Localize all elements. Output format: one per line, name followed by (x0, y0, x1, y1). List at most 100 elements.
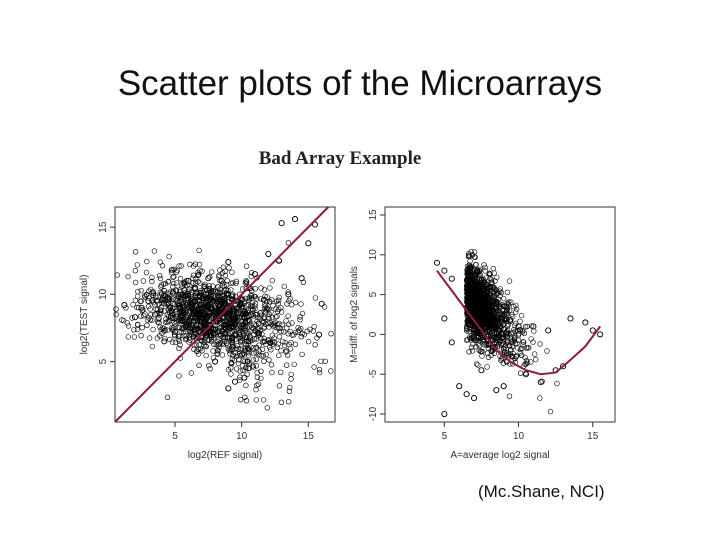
data-point (165, 290, 172, 296)
data-point (217, 267, 223, 273)
data-point (524, 323, 530, 330)
data-point (161, 338, 168, 345)
data-point (219, 352, 226, 358)
data-point (269, 314, 276, 321)
data-point (239, 296, 245, 302)
data-point (165, 306, 171, 313)
data-point (456, 383, 463, 390)
data-point (484, 287, 490, 294)
data-point (175, 333, 182, 340)
data-point (215, 302, 221, 308)
data-point (466, 328, 472, 335)
data-point (196, 261, 203, 268)
data-point (318, 300, 325, 307)
data-point (201, 311, 208, 317)
data-point (178, 315, 184, 321)
data-point (140, 312, 147, 319)
data-point (249, 300, 255, 306)
data-point (144, 258, 150, 265)
point-cloud (463, 248, 560, 415)
data-point (269, 277, 276, 284)
data-point (470, 395, 478, 402)
data-point (157, 259, 164, 265)
data-point (178, 263, 184, 269)
data-point (157, 324, 163, 330)
data-point (224, 290, 230, 297)
data-point (258, 335, 264, 341)
data-point (482, 264, 488, 271)
data-point (296, 327, 303, 333)
data-point (132, 297, 139, 304)
data-point (285, 321, 292, 328)
data-point (470, 266, 476, 273)
data-point (135, 304, 142, 311)
data-point (298, 301, 304, 307)
x-tick-label: 15 (303, 431, 315, 442)
data-point (222, 322, 229, 329)
data-point (321, 304, 328, 310)
data-point (266, 324, 272, 330)
data-point (489, 348, 496, 354)
data-point (261, 305, 268, 311)
data-point (132, 279, 139, 286)
data-point (211, 332, 217, 338)
data-point (276, 383, 283, 389)
data-point (530, 339, 536, 345)
data-point (247, 333, 253, 340)
data-point (464, 271, 470, 277)
y-axis-label: log2(TEST signal) (79, 275, 90, 355)
data-point (167, 296, 173, 302)
data-point (190, 307, 196, 314)
data-point (196, 247, 202, 254)
data-point (241, 352, 247, 358)
data-point (496, 311, 502, 317)
data-point (226, 347, 232, 354)
data-point (198, 324, 205, 331)
data-point (465, 317, 471, 324)
data-point (237, 374, 243, 380)
data-point (225, 322, 231, 328)
data-point (162, 335, 168, 342)
data-point (499, 315, 505, 322)
data-point (149, 278, 155, 285)
data-point (172, 339, 179, 346)
data-point (474, 306, 481, 313)
data-point (476, 272, 482, 279)
data-point (528, 359, 534, 365)
data-point (193, 342, 200, 348)
data-point (176, 333, 183, 340)
data-point (500, 307, 507, 314)
data-point (180, 329, 187, 336)
data-point (183, 335, 190, 342)
scatter-plot-ref-vs-test: 5 10 15 5 10 15 log2(REF signal) log2(TEST sign… (79, 206, 336, 461)
data-point (230, 352, 236, 359)
data-point (260, 397, 267, 403)
data-point (130, 301, 136, 308)
data-point (266, 311, 273, 318)
data-point (490, 284, 496, 290)
data-point (307, 326, 313, 333)
data-point (189, 313, 196, 319)
data-point (131, 327, 137, 333)
data-point (511, 303, 517, 310)
data-point (208, 292, 214, 298)
data-point (474, 330, 481, 336)
data-point (229, 340, 236, 347)
data-point (261, 318, 267, 325)
data-point (245, 365, 252, 372)
data-point (151, 248, 158, 254)
data-point (159, 297, 166, 304)
data-point (475, 362, 481, 368)
data-point (478, 367, 485, 374)
data-point (479, 353, 485, 359)
data-point (197, 318, 203, 324)
y-tick-label: 5 (368, 291, 379, 297)
data-point (242, 334, 248, 340)
data-point (164, 327, 170, 333)
data-point (278, 369, 284, 376)
data-point (134, 293, 141, 300)
data-point (177, 275, 184, 282)
data-point (500, 303, 507, 309)
data-point (237, 368, 244, 374)
y-tick-label: 15 (368, 209, 379, 221)
